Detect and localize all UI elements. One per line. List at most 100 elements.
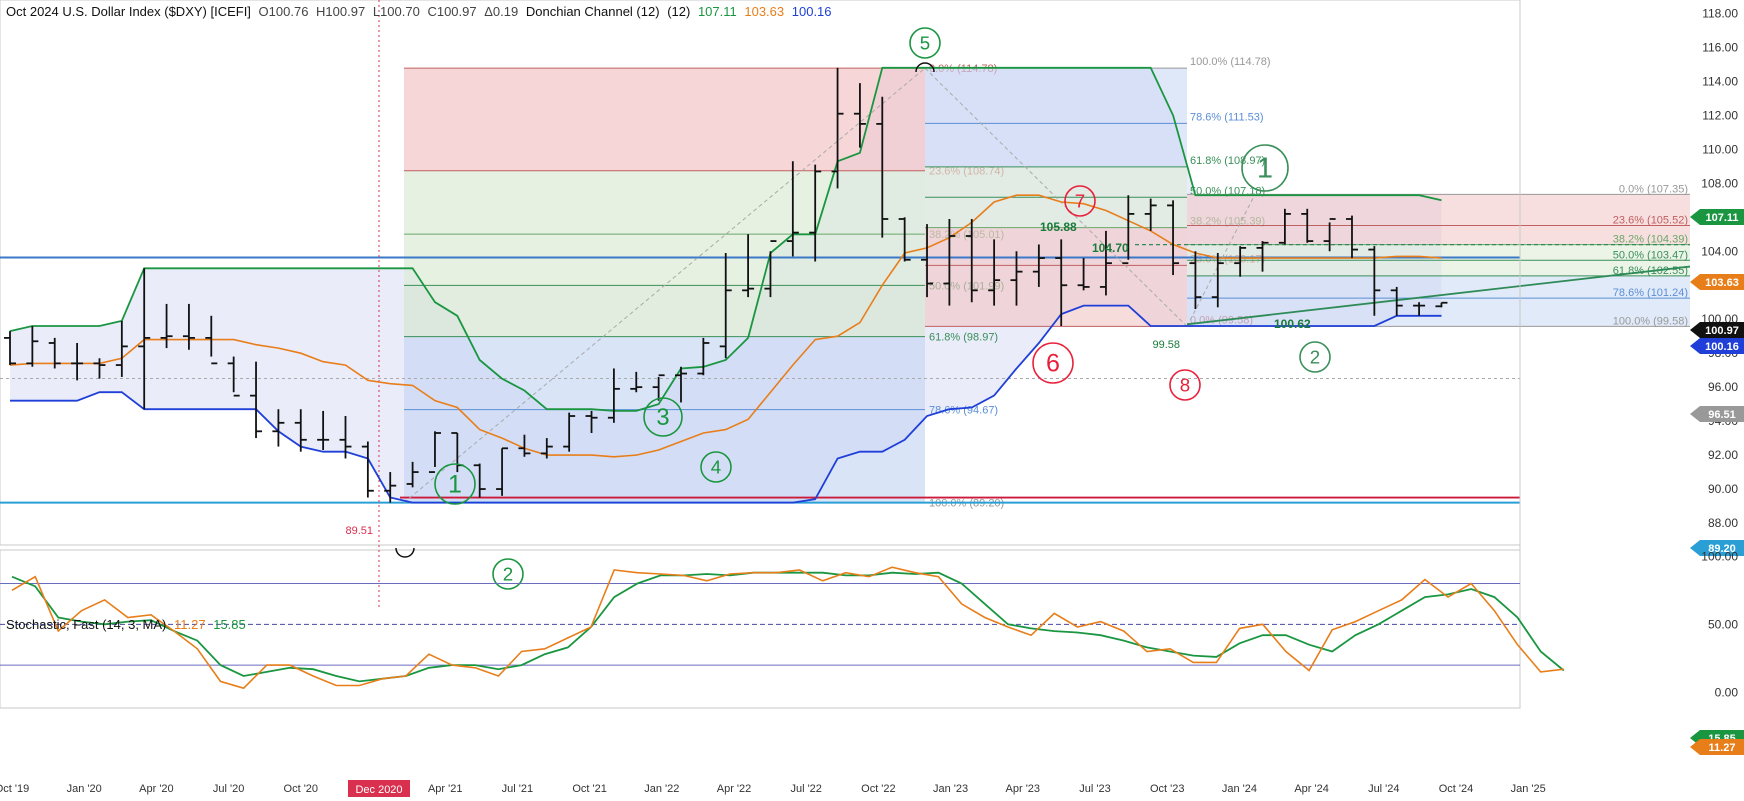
fib1-zone-5 — [404, 409, 925, 503]
stochastic-k-value: 11.27 — [174, 617, 206, 632]
price-bar — [1144, 198, 1157, 231]
x-axis-tick: Oct '23 — [1150, 783, 1185, 795]
donchian-mid-line — [9, 194, 1442, 458]
x-axis-tick: Apr '24 — [1294, 783, 1329, 795]
pivot-arc-low — [395, 547, 415, 558]
price-bar — [898, 217, 911, 262]
stochastic-d-value: 15.85 — [213, 617, 246, 632]
price-tag-bg-3 — [1690, 338, 1744, 354]
label-105-88: 105.88 — [1040, 220, 1077, 234]
price-bar — [1189, 251, 1202, 310]
price-tag-bg-0 — [1690, 209, 1744, 225]
wave-label-1-circle — [434, 463, 476, 505]
wave-label-7-circle — [1064, 185, 1096, 217]
wave-label-2-circle — [492, 558, 524, 590]
stochastic-d-line — [11, 571, 1565, 683]
fib1-diagonal — [403, 67, 926, 504]
price-bar — [384, 472, 397, 503]
price-bar — [1345, 215, 1358, 259]
wave-label-2: 2 — [503, 563, 513, 584]
wave-label-3: 3 — [656, 404, 669, 431]
x-axis-tick: Jan '25 — [1511, 783, 1546, 795]
price-tag-bg-4 — [1690, 406, 1744, 422]
price-bar — [160, 303, 173, 349]
price-bar — [1256, 241, 1269, 272]
fib3-label-1: 23.6% (105.52) — [1613, 214, 1688, 226]
donchian-upper-value: 107.11 — [697, 4, 737, 19]
change-value: Δ0.19 — [484, 4, 519, 19]
price-bar — [1055, 239, 1068, 326]
price-tag-0: 107.11 — [1705, 212, 1738, 224]
x-axis-tick: Jul '23 — [1079, 783, 1110, 795]
price-bar — [1099, 230, 1112, 296]
price-bar — [205, 315, 218, 365]
wave-label-6: 6 — [1046, 349, 1060, 377]
x-axis-tick: Apr '22 — [717, 783, 752, 795]
price-bar — [1211, 252, 1224, 308]
price-bar — [71, 342, 84, 381]
price-tag-bg-1 — [1690, 274, 1744, 290]
x-axis-tick: Oct '21 — [572, 783, 607, 795]
price-bar — [965, 219, 978, 303]
x-axis-tick: Apr '20 — [139, 783, 174, 795]
price-axis-tick: 104.00 — [1701, 244, 1738, 258]
price-bar — [1413, 302, 1426, 316]
price-bar — [339, 416, 352, 459]
wave-label-4-circle — [700, 451, 732, 483]
price-bar — [585, 410, 598, 433]
x-axis-tick: Apr '21 — [428, 783, 463, 795]
price-bar — [652, 374, 665, 401]
wave-label-2b-circle — [1299, 341, 1331, 373]
price-axis-tick: 110.00 — [1702, 142, 1738, 156]
fib3-label-0: 0.0% (107.35) — [1619, 183, 1688, 195]
price-axis-tick: 112.00 — [1702, 108, 1738, 122]
price-bar — [1278, 208, 1291, 245]
fib1-zone-2 — [404, 234, 925, 286]
price-tag-bg-2 — [1690, 322, 1744, 338]
fib3-zone-5 — [1187, 298, 1690, 327]
price-bar — [406, 461, 419, 488]
close-value: C100.97 — [427, 4, 477, 19]
price-bar — [921, 224, 934, 298]
x-axis-tick: Jul '22 — [790, 783, 821, 795]
price-bar — [742, 234, 755, 298]
label-100-62: 100.62 — [1274, 317, 1311, 331]
fib2-label-0: 100.0% (114.78) — [1190, 56, 1271, 68]
x-axis-tick: Jul '24 — [1368, 783, 1399, 795]
price-bar — [831, 67, 844, 189]
price-bar — [809, 164, 822, 262]
wave-label-7: 7 — [1075, 190, 1085, 211]
price-bar — [630, 371, 643, 393]
stochastic-k-line — [11, 566, 1564, 690]
price-bar — [294, 409, 307, 452]
price-bar — [1010, 251, 1023, 306]
x-axis-tick: Oct '22 — [861, 783, 896, 795]
price-axis-tick: 114.00 — [1702, 74, 1738, 88]
fib1-zone-3 — [404, 285, 925, 337]
donchian-upper-line — [9, 66, 1442, 412]
price-bar — [697, 337, 710, 376]
wave-label-1b-circle — [1241, 144, 1289, 192]
fib2-zone-0 — [925, 68, 1187, 124]
price-axis-tick: 90.00 — [1708, 482, 1738, 496]
price-bar — [48, 337, 61, 369]
high-value: H100.97 — [316, 4, 366, 19]
stoch-k-tag-bg — [1690, 739, 1744, 755]
chart-title: Oct 2024 U.S. Dollar Index ($DXY) [ICEFI… — [6, 4, 251, 19]
price-bar — [786, 161, 799, 257]
fib3-diagonal — [1186, 194, 1256, 327]
x-axis-tick: Jan '22 — [644, 783, 679, 795]
pivot-arc-high — [915, 62, 935, 73]
wave-label-4: 4 — [711, 456, 721, 477]
fib3-zone-3 — [1187, 260, 1690, 276]
stochastic-title: Stochastic, Fast (14, 3, MA) — [6, 617, 167, 632]
fib2-diagonal — [924, 67, 1188, 327]
wave-label-3-circle — [643, 397, 683, 437]
x-axis-tick: Jan '20 — [67, 783, 102, 795]
stochastic-header: Stochastic, Fast (14, 3, MA) 11.27 15.85 — [6, 617, 250, 632]
price-bar — [115, 320, 128, 377]
price-bar — [227, 356, 240, 397]
fib2-zone-4 — [925, 227, 1187, 266]
price-bar — [428, 431, 441, 473]
